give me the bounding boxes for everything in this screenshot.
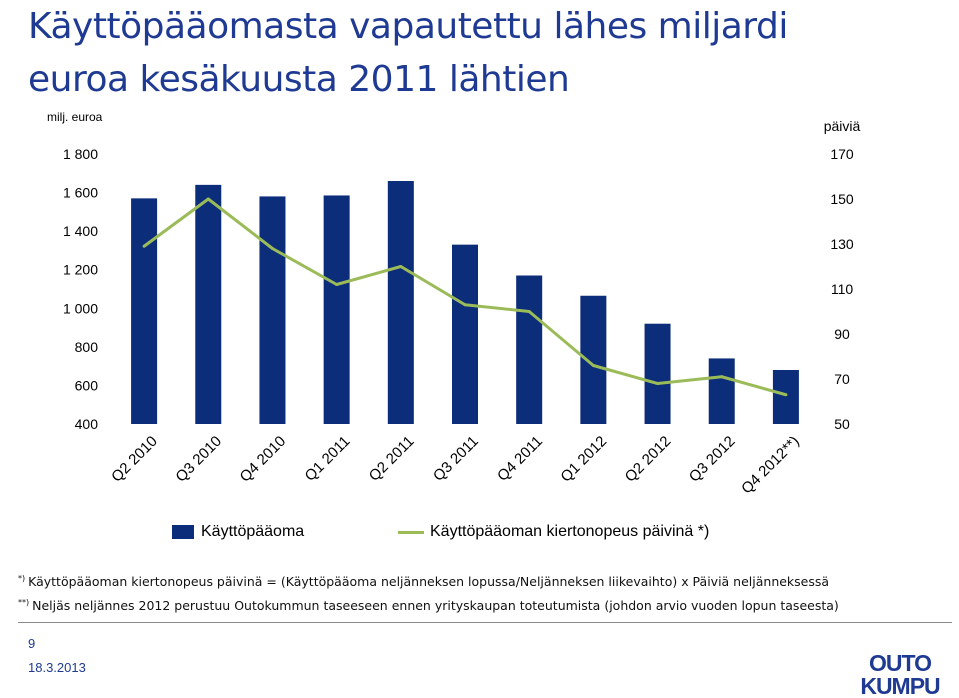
- y-tick-right: 170: [830, 146, 854, 162]
- x-tick-label: Q3 2011: [430, 433, 482, 485]
- title-line-1: Käyttöpääomasta vapautettu lähes miljard…: [28, 6, 788, 47]
- line-point-7: [527, 310, 531, 313]
- page-number: 9: [28, 636, 36, 651]
- footnote-2-marker: **): [18, 598, 30, 607]
- y-tick-right: 70: [834, 371, 850, 387]
- y-axis-right-title: päiviä: [824, 118, 861, 134]
- bar-7: [516, 275, 543, 424]
- x-tick-label: Q2 2012: [622, 433, 675, 486]
- x-tick-label: Q1 2011: [302, 433, 354, 485]
- y-axis-left-title: milj. euroa: [47, 110, 103, 124]
- legend-bar-label: Käyttöpääoma: [201, 523, 305, 540]
- legend-line-label: Käyttöpääoman kiertonopeus päivinä *): [430, 523, 710, 540]
- outokumpu-logo: OUTO KUMPU: [860, 650, 941, 696]
- line-point-1: [142, 244, 146, 248]
- combo-chart: milj. euroa päiviä 1 800 1 600 1 400 1 200 1 0…: [47, 110, 861, 498]
- bar-3: [259, 196, 286, 424]
- x-tick-label: Q4 2011: [494, 433, 546, 485]
- y-tick-left: 800: [75, 339, 99, 355]
- line-point-10: [720, 375, 724, 379]
- x-tick-label: Q1 2012: [557, 433, 610, 486]
- title-line-2: euroa kesäkuusta 2011 lähtien: [28, 59, 570, 100]
- y-tick-right: 110: [831, 281, 854, 297]
- y-tick-left: 1 000: [63, 300, 98, 316]
- x-tick-label: Q3 2010: [172, 433, 225, 486]
- logo-line-2: KUMPU: [860, 673, 940, 696]
- logo-line-1: OUTO: [869, 650, 931, 676]
- x-tick-label: Q4 2010: [237, 433, 290, 486]
- x-tick-label: Q3 2012: [686, 433, 739, 486]
- footnote-1-text: Käyttöpääoman kiertonopeus päivinä = (Kä…: [28, 574, 830, 589]
- y-tick-left: 1 600: [63, 185, 98, 201]
- footnote-1-marker: *): [18, 574, 26, 583]
- line-point-8: [591, 364, 595, 367]
- footnote-2-text: Neljäs neljännes 2012 perustuu Outokummu…: [32, 598, 839, 613]
- bar-2: [195, 184, 222, 424]
- legend-line-swatch: [398, 531, 424, 534]
- y-tick-left: 400: [75, 416, 99, 432]
- line-point-3: [270, 247, 274, 250]
- y-tick-right: 90: [834, 326, 850, 342]
- line-point-5: [399, 265, 403, 268]
- line-point-4: [335, 283, 339, 286]
- line-point-9: [656, 382, 660, 385]
- x-tick-label: Q2 2011: [366, 433, 418, 485]
- bar-6: [452, 244, 478, 424]
- footnote-1: *) Käyttöpääoman kiertonopeus päivinä = (…: [18, 574, 829, 589]
- line-point-2: [206, 197, 210, 201]
- y-tick-left: 1 400: [63, 223, 98, 239]
- x-tick-label: Q2 2010: [108, 433, 161, 486]
- bar-4: [323, 195, 350, 424]
- bar-1: [131, 198, 158, 424]
- x-tick-label: Q4 2012**): [738, 433, 803, 498]
- line-point-11: [784, 393, 788, 397]
- line-point-6: [463, 303, 467, 307]
- bar-8: [580, 295, 607, 424]
- legend-bar-swatch: [172, 525, 194, 539]
- slide-date: 18.3.2013: [28, 660, 86, 675]
- y-tick-left: 1 200: [63, 262, 98, 278]
- footnote-2: **) Neljäs neljännes 2012 perustuu Outoku…: [18, 598, 839, 613]
- y-tick-right: 150: [830, 191, 854, 207]
- bar-10: [708, 358, 735, 424]
- y-tick-right: 130: [830, 236, 854, 252]
- y-tick-left: 1 800: [63, 146, 98, 162]
- y-tick-left: 600: [75, 377, 99, 393]
- slide-title: Käyttöpääomasta vapautettu lähes miljard…: [28, 0, 948, 106]
- bar-9: [644, 323, 671, 424]
- bar-11: [772, 370, 799, 424]
- bar-5: [387, 181, 414, 424]
- footer-divider: [18, 622, 952, 623]
- y-tick-right: 50: [834, 416, 850, 432]
